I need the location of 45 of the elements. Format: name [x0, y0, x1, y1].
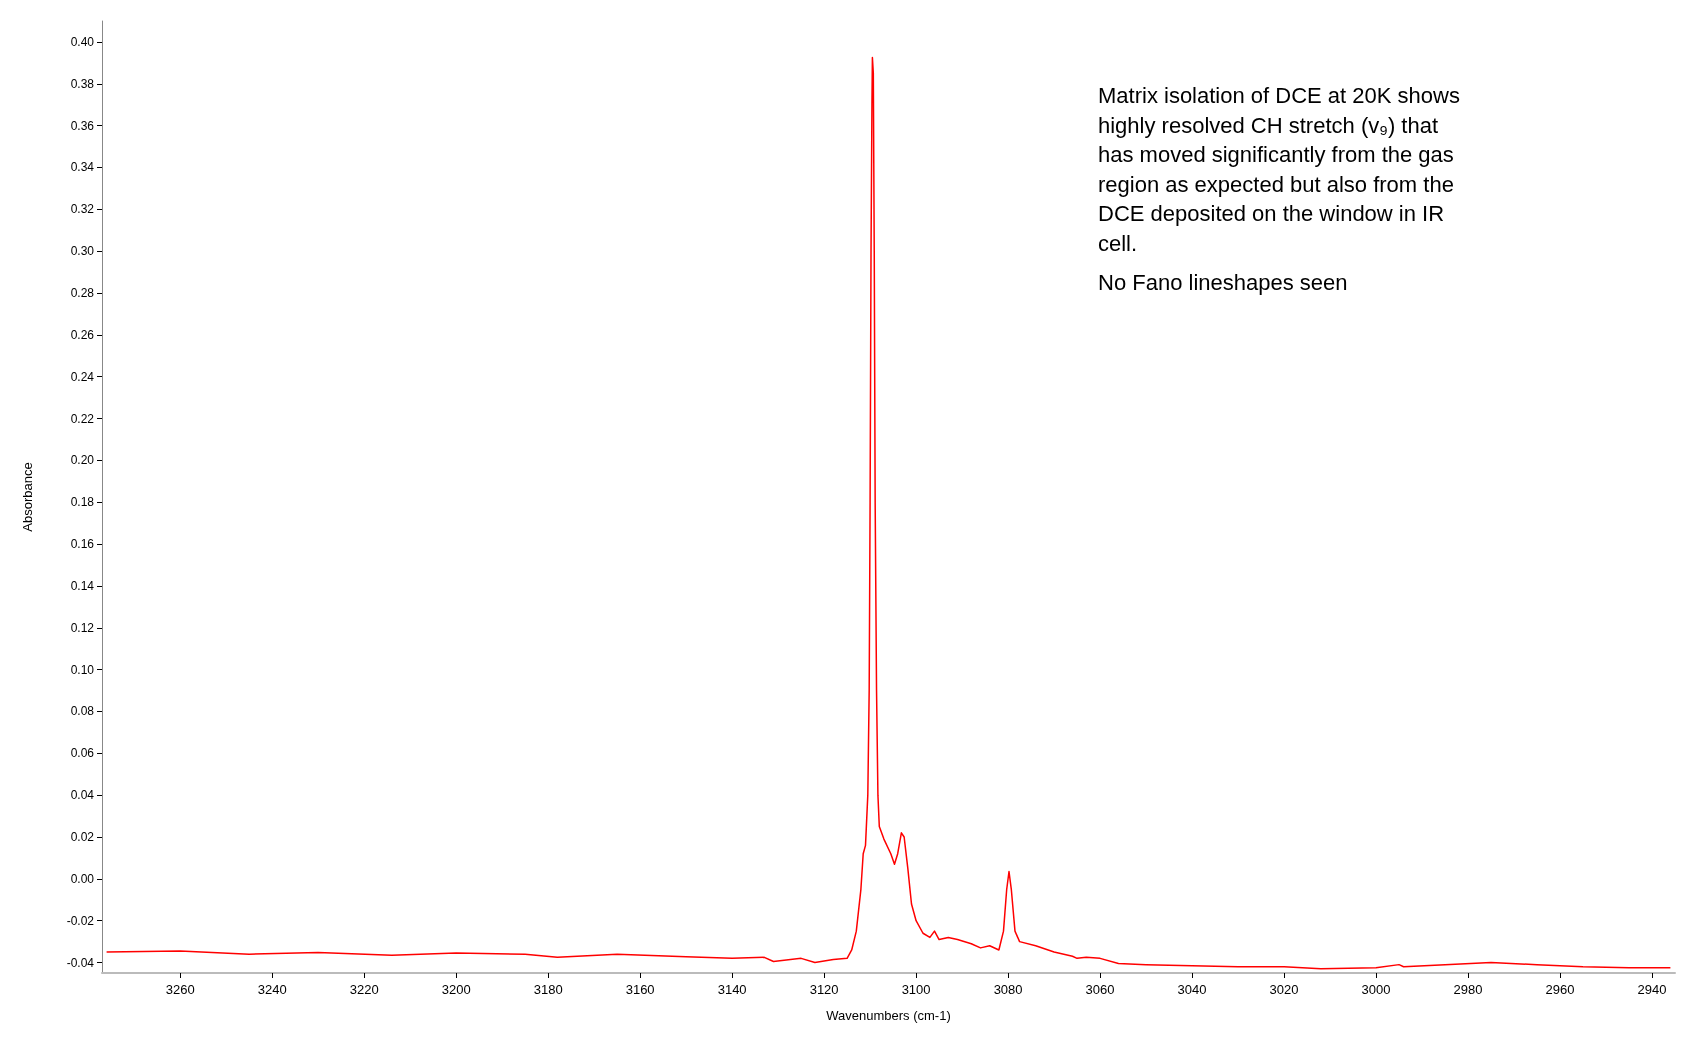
x-tick-label: 2980	[1453, 982, 1483, 997]
y-tick-label: 0.38	[70, 76, 95, 91]
y-tick-label: 0.14	[70, 578, 95, 593]
x-tick-label: 3260	[165, 982, 195, 997]
x-tick-label: 3180	[533, 982, 563, 997]
y-tick-label: 0.24	[70, 369, 95, 384]
x-axis-title: Wavenumbers (cm-1)	[826, 1008, 951, 1023]
y-tick-label: 0.08	[70, 704, 95, 719]
x-tick-label: 3140	[717, 982, 747, 997]
annotation: No Fano lineshapes seen	[1098, 270, 1348, 296]
y-tick-label: 0.18	[70, 495, 95, 510]
y-tick-label: 0.16	[70, 537, 95, 552]
x-tick-label: 3040	[1177, 982, 1207, 997]
y-tick-label: 0.02	[70, 830, 95, 844]
x-tick-label: 3160	[625, 982, 655, 997]
y-tick-label: -0.04	[66, 955, 95, 970]
y-tick-label: 0.28	[70, 286, 95, 300]
y-tick-label: -0.02	[66, 913, 95, 928]
y-tick-label: 0.30	[70, 244, 95, 259]
y-tick-label: 0.22	[70, 411, 95, 426]
y-tick-label: 0.40	[70, 34, 95, 49]
y-tick-label: 0.04	[70, 788, 95, 803]
y-tick-label: 0.06	[70, 746, 95, 761]
x-tick-label: 3000	[1361, 982, 1391, 997]
x-tick-label: 3080	[993, 982, 1023, 997]
x-tick-label: 3060	[1085, 982, 1115, 997]
y-tick-label: 0.32	[70, 202, 95, 217]
x-tick-label: 3100	[901, 982, 931, 997]
annotation: Matrix isolation of DCE at 20K shows highly resolved CH stretch (v₉) that has moved significantly from the gas region as expected but also from the DCE deposited on the window in IR cell.	[1098, 83, 1467, 256]
x-tick-label: 3220	[349, 982, 379, 997]
x-tick-label: 3020	[1269, 982, 1299, 997]
x-tick-label: 3120	[809, 982, 839, 997]
x-tick-label: 3200	[441, 982, 471, 997]
x-tick-label: 2960	[1545, 982, 1575, 997]
y-tick-label: 0.12	[70, 620, 95, 635]
y-tick-label: 0.26	[70, 327, 95, 342]
y-tick-label: 0.10	[70, 662, 95, 677]
y-tick-label: 0.34	[70, 160, 95, 175]
line-series	[105, 56, 1672, 970]
y-axis-title: Absorbance	[20, 462, 35, 532]
y-tick-label: 0.36	[70, 118, 95, 133]
y-tick-label: 0.20	[70, 453, 95, 468]
x-tick-label: 3240	[257, 982, 287, 997]
y-tick-label: 0.00	[70, 871, 95, 886]
x-tick-label: 2940	[1637, 982, 1667, 997]
